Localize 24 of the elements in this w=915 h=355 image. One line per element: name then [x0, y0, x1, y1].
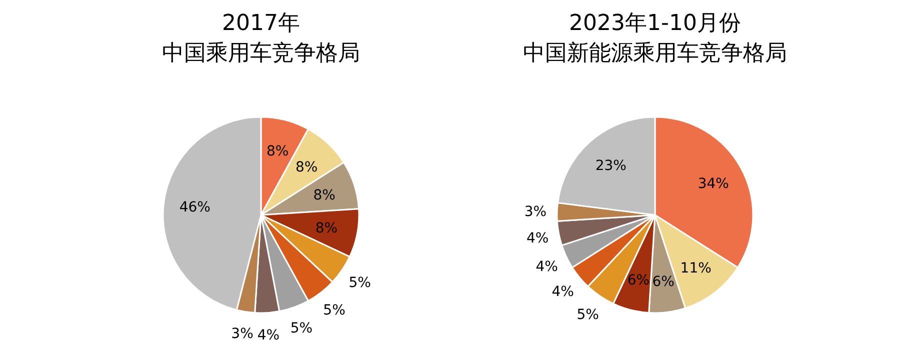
data-label: 4% [526, 230, 549, 246]
chart-title: 2023年1-10月份 [569, 11, 741, 36]
data-label: 4% [257, 327, 280, 344]
data-label: 5% [576, 306, 599, 323]
data-label: 46% [179, 200, 210, 216]
data-label: 6% [627, 272, 650, 289]
data-label: 4% [536, 258, 558, 275]
data-label: 5% [290, 320, 313, 336]
data-label: 5% [323, 302, 346, 318]
data-label: 23% [595, 158, 626, 174]
data-label: 6% [652, 274, 674, 290]
data-label: 8% [266, 143, 289, 160]
data-label: 3% [524, 204, 547, 220]
data-label: 5% [348, 275, 371, 292]
data-label: 34% [698, 176, 729, 192]
data-label: 8% [296, 159, 318, 176]
data-label: 3% [231, 326, 254, 342]
data-label: 8% [315, 220, 338, 236]
data-label: 4% [552, 284, 574, 300]
chart-subtitle: 中国新能源乘用车竞争格局 [523, 41, 787, 66]
data-label: 8% [313, 187, 336, 204]
chart-subtitle: 中国乘用车竞争格局 [162, 41, 360, 66]
chart-title: 2017年 [222, 11, 300, 36]
data-label: 11% [680, 260, 712, 277]
